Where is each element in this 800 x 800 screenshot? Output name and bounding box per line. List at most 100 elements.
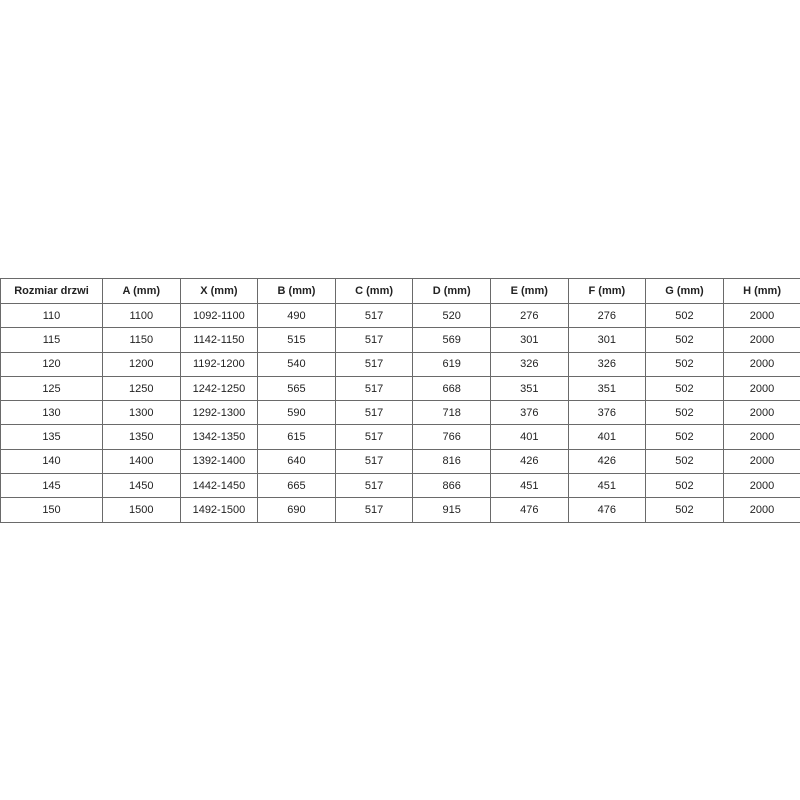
table-cell: 376 — [567, 400, 647, 426]
table-cell: 590 — [257, 400, 336, 426]
table-cell: 135 — [0, 424, 103, 450]
table-row: 120 1200 1192-1200 540 517 619 326 326 502 2000 — [0, 351, 800, 377]
table-cell: 502 — [645, 424, 724, 450]
table-cell: 1292-1300 — [179, 400, 259, 426]
table-cell: 502 — [645, 375, 724, 402]
table-cell: 326 — [489, 351, 569, 377]
table-cell: 866 — [412, 473, 491, 499]
table-cell: 476 — [489, 497, 569, 523]
table-cell: 1492-1500 — [179, 497, 259, 523]
column-header: A (mm) — [102, 278, 181, 304]
table-cell: 451 — [567, 473, 647, 499]
table-cell: 2000 — [722, 302, 800, 329]
table-cell: 615 — [257, 424, 336, 450]
table-cell: 1250 — [102, 375, 181, 402]
table-cell: 619 — [412, 351, 491, 377]
table-cell: 517 — [334, 497, 414, 523]
table-cell: 125 — [0, 375, 103, 402]
table-row: 150 1500 1492-1500 690 517 915 476 476 502 2000 — [0, 497, 800, 523]
table-cell: 517 — [334, 424, 414, 450]
table-cell: 150 — [0, 497, 103, 523]
table-cell: 2000 — [722, 400, 800, 426]
table-cell: 517 — [334, 400, 414, 426]
table-cell: 2000 — [722, 375, 800, 402]
table-row: 115 1150 1142-1150 515 517 569 301 301 502 2000 — [0, 327, 800, 353]
table-cell: 490 — [257, 302, 336, 329]
table-cell: 1350 — [102, 424, 181, 450]
table-cell: 517 — [334, 448, 414, 475]
table-cell: 665 — [257, 473, 336, 499]
table-cell: 426 — [489, 448, 569, 475]
table-cell: 520 — [412, 302, 491, 329]
table-cell: 502 — [645, 448, 724, 475]
table-cell: 2000 — [722, 497, 800, 523]
column-header: F (mm) — [567, 278, 647, 304]
table-cell: 1200 — [102, 351, 181, 377]
table-cell: 145 — [0, 473, 103, 499]
table-cell: 517 — [334, 351, 414, 377]
table-cell: 515 — [257, 327, 336, 353]
table-row: 110 1100 1092-1100 490 517 520 276 276 502 2000 — [0, 302, 800, 329]
table-cell: 1342-1350 — [179, 424, 259, 450]
table-cell: 301 — [567, 327, 647, 353]
column-header: D (mm) — [412, 278, 491, 304]
table-row: 135 1350 1342-1350 615 517 766 401 401 502 2000 — [0, 424, 800, 450]
table-cell: 2000 — [722, 424, 800, 450]
table-cell: 1442-1450 — [179, 473, 259, 499]
column-header: G (mm) — [645, 278, 724, 304]
table-cell: 502 — [645, 327, 724, 353]
table-cell: 476 — [567, 497, 647, 523]
table-cell: 502 — [645, 473, 724, 499]
table-cell: 276 — [489, 302, 569, 329]
table-cell: 569 — [412, 327, 491, 353]
table-cell: 426 — [567, 448, 647, 475]
table-cell: 401 — [489, 424, 569, 450]
table-cell: 816 — [412, 448, 491, 475]
table-cell: 115 — [0, 327, 103, 353]
table-cell: 540 — [257, 351, 336, 377]
table-cell: 502 — [645, 302, 724, 329]
table-cell: 502 — [645, 497, 724, 523]
column-header: B (mm) — [257, 278, 336, 304]
table-cell: 517 — [334, 302, 414, 329]
table-cell: 2000 — [722, 351, 800, 377]
table-cell: 502 — [645, 400, 724, 426]
table-cell: 351 — [489, 375, 569, 402]
table-cell: 502 — [645, 351, 724, 377]
table-cell: 110 — [0, 302, 103, 329]
table-cell: 2000 — [722, 448, 800, 475]
header-row: Rozmiar drzwi A (mm) X (mm) B (mm) C (mm) D (… — [0, 278, 800, 304]
dimensions-table: Rozmiar drzwi A (mm) X (mm) B (mm) C (mm) D (… — [0, 278, 800, 523]
table-cell: 326 — [567, 351, 647, 377]
table-row: 130 1300 1292-1300 590 517 718 376 376 502 2000 — [0, 400, 800, 426]
column-header: C (mm) — [334, 278, 414, 304]
table-cell: 120 — [0, 351, 103, 377]
table-cell: 565 — [257, 375, 336, 402]
table-cell: 1400 — [102, 448, 181, 475]
table-cell: 140 — [0, 448, 103, 475]
table-cell: 766 — [412, 424, 491, 450]
table-cell: 1142-1150 — [179, 327, 259, 353]
table-cell: 1500 — [102, 497, 181, 523]
table-cell: 1300 — [102, 400, 181, 426]
table-cell: 1100 — [102, 302, 181, 329]
table-cell: 640 — [257, 448, 336, 475]
table-cell: 2000 — [722, 327, 800, 353]
table-cell: 451 — [489, 473, 569, 499]
table-row: 125 1250 1242-1250 565 517 668 351 351 502 2000 — [0, 375, 800, 402]
table-cell: 1450 — [102, 473, 181, 499]
column-header: H (mm) — [722, 278, 800, 304]
table-cell: 718 — [412, 400, 491, 426]
table-cell: 301 — [489, 327, 569, 353]
table-cell: 517 — [334, 375, 414, 402]
column-header: E (mm) — [489, 278, 569, 304]
table-cell: 1150 — [102, 327, 181, 353]
column-header: Rozmiar drzwi — [0, 278, 103, 304]
column-header: X (mm) — [179, 278, 259, 304]
table-cell: 517 — [334, 473, 414, 499]
table-cell: 1092-1100 — [179, 302, 259, 329]
table-cell: 401 — [567, 424, 647, 450]
table-cell: 351 — [567, 375, 647, 402]
table-cell: 2000 — [722, 473, 800, 499]
table-cell: 1242-1250 — [179, 375, 259, 402]
